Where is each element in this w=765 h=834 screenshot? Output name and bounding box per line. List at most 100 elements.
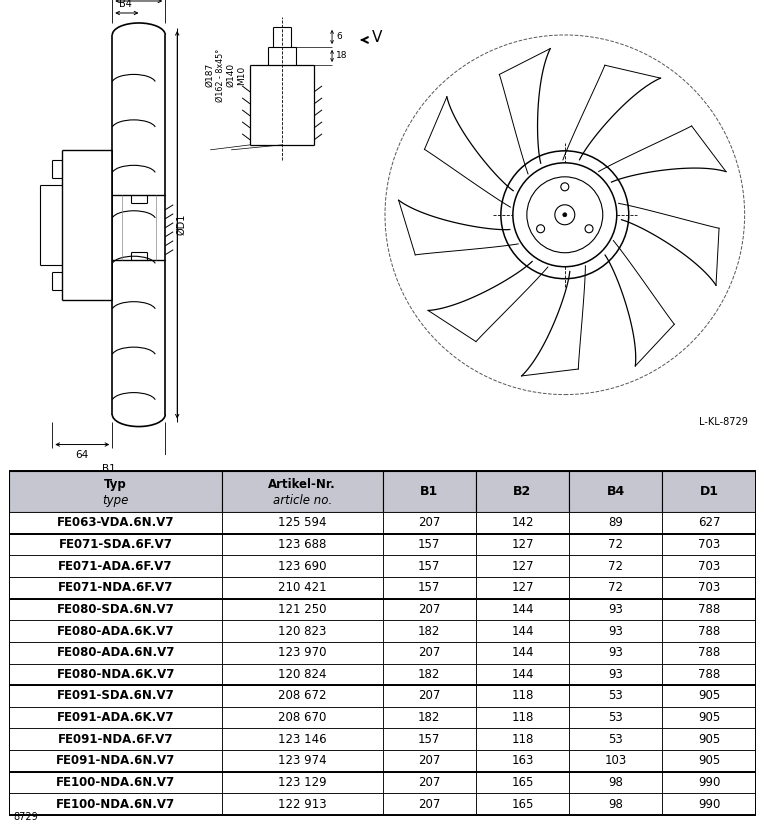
Text: 207: 207 bbox=[418, 776, 441, 789]
Text: Ø140: Ø140 bbox=[226, 63, 236, 87]
Text: 125 594: 125 594 bbox=[278, 516, 327, 530]
Bar bbox=[569, 750, 662, 771]
Bar bbox=[222, 664, 382, 686]
Bar bbox=[569, 534, 662, 555]
Bar bbox=[662, 771, 756, 793]
Text: 53: 53 bbox=[608, 711, 623, 724]
Bar bbox=[569, 642, 662, 664]
Text: FE071-NDA.6F.V7: FE071-NDA.6F.V7 bbox=[58, 581, 173, 595]
Bar bbox=[662, 642, 756, 664]
Text: 18: 18 bbox=[336, 52, 347, 60]
Text: FE100-NDA.6N.V7: FE100-NDA.6N.V7 bbox=[56, 797, 175, 811]
Bar bbox=[662, 512, 756, 534]
Text: B1: B1 bbox=[420, 485, 438, 498]
Text: 157: 157 bbox=[418, 560, 441, 573]
Text: 6: 6 bbox=[336, 33, 342, 42]
Bar bbox=[9, 771, 222, 793]
Bar bbox=[9, 642, 222, 664]
Bar bbox=[222, 793, 382, 815]
Text: 93: 93 bbox=[608, 646, 623, 659]
Text: 905: 905 bbox=[698, 690, 721, 702]
Bar bbox=[662, 620, 756, 642]
Bar bbox=[569, 706, 662, 728]
Text: FE063-VDA.6N.V7: FE063-VDA.6N.V7 bbox=[57, 516, 174, 530]
Text: FE080-SDA.6N.V7: FE080-SDA.6N.V7 bbox=[57, 603, 174, 615]
Bar bbox=[569, 555, 662, 577]
Bar bbox=[222, 728, 382, 750]
Text: B1: B1 bbox=[102, 464, 116, 474]
Text: Artikel-Nr.: Artikel-Nr. bbox=[269, 478, 336, 491]
Bar bbox=[382, 686, 476, 706]
Text: 627: 627 bbox=[698, 516, 721, 530]
Bar bbox=[222, 534, 382, 555]
Bar bbox=[382, 577, 476, 599]
Bar bbox=[662, 728, 756, 750]
Text: 93: 93 bbox=[608, 603, 623, 615]
Text: 72: 72 bbox=[608, 538, 623, 551]
Text: 703: 703 bbox=[698, 560, 721, 573]
Bar bbox=[662, 686, 756, 706]
Text: 703: 703 bbox=[698, 538, 721, 551]
Text: 123 690: 123 690 bbox=[278, 560, 327, 573]
Text: 72: 72 bbox=[608, 560, 623, 573]
Text: 207: 207 bbox=[418, 797, 441, 811]
Bar bbox=[9, 750, 222, 771]
Text: FE091-ADA.6K.V7: FE091-ADA.6K.V7 bbox=[57, 711, 174, 724]
Bar bbox=[569, 686, 662, 706]
Text: 118: 118 bbox=[511, 690, 534, 702]
Text: 157: 157 bbox=[418, 581, 441, 595]
Circle shape bbox=[513, 163, 617, 267]
Bar bbox=[569, 793, 662, 815]
Bar bbox=[222, 512, 382, 534]
Text: 121 250: 121 250 bbox=[278, 603, 327, 615]
Text: 157: 157 bbox=[418, 538, 441, 551]
Text: 123 146: 123 146 bbox=[278, 733, 327, 746]
Bar bbox=[662, 750, 756, 771]
Bar bbox=[569, 728, 662, 750]
Bar bbox=[222, 599, 382, 620]
Bar bbox=[222, 750, 382, 771]
Text: 123 688: 123 688 bbox=[278, 538, 327, 551]
Text: 788: 788 bbox=[698, 646, 721, 659]
Bar bbox=[662, 534, 756, 555]
Bar bbox=[569, 664, 662, 686]
Bar bbox=[222, 686, 382, 706]
Text: 207: 207 bbox=[418, 603, 441, 615]
Bar bbox=[662, 599, 756, 620]
Text: FE091-NDA.6N.V7: FE091-NDA.6N.V7 bbox=[56, 755, 175, 767]
Bar bbox=[476, 771, 569, 793]
Text: 120 823: 120 823 bbox=[278, 625, 327, 637]
Bar bbox=[569, 599, 662, 620]
Text: 208 670: 208 670 bbox=[278, 711, 327, 724]
Bar bbox=[9, 512, 222, 534]
Bar bbox=[382, 706, 476, 728]
Bar bbox=[222, 555, 382, 577]
Text: 208 672: 208 672 bbox=[278, 690, 327, 702]
Bar bbox=[476, 706, 569, 728]
Bar bbox=[9, 664, 222, 686]
Bar bbox=[476, 555, 569, 577]
Bar bbox=[662, 793, 756, 815]
Text: 144: 144 bbox=[511, 625, 534, 637]
Bar bbox=[569, 771, 662, 793]
Bar bbox=[222, 577, 382, 599]
Text: FE080-ADA.6K.V7: FE080-ADA.6K.V7 bbox=[57, 625, 174, 637]
Circle shape bbox=[563, 213, 567, 217]
Text: 98: 98 bbox=[608, 797, 623, 811]
Bar bbox=[222, 706, 382, 728]
Bar bbox=[476, 642, 569, 664]
Text: FE100-NDA.6N.V7: FE100-NDA.6N.V7 bbox=[56, 776, 175, 789]
Bar bbox=[222, 771, 382, 793]
Bar bbox=[382, 728, 476, 750]
Bar bbox=[222, 620, 382, 642]
Text: V: V bbox=[372, 31, 382, 46]
Text: 905: 905 bbox=[698, 755, 721, 767]
Bar bbox=[476, 750, 569, 771]
Bar bbox=[476, 599, 569, 620]
Bar bbox=[476, 793, 569, 815]
Text: 207: 207 bbox=[418, 690, 441, 702]
Bar bbox=[382, 664, 476, 686]
Text: 123 974: 123 974 bbox=[278, 755, 327, 767]
Bar bbox=[662, 706, 756, 728]
Bar bbox=[569, 512, 662, 534]
